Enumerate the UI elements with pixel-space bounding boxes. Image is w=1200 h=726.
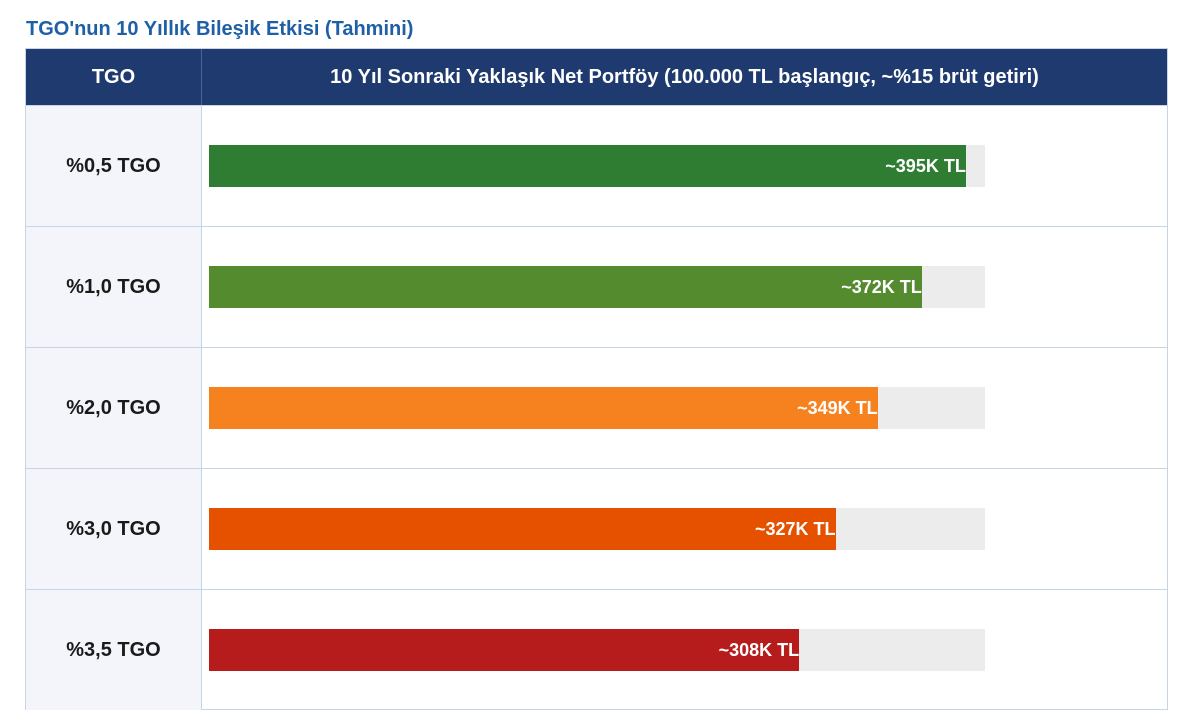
table-row: %2,0 TGO ~349K TL	[26, 347, 1167, 468]
table-header: TGO 10 Yıl Sonraki Yaklaşık Net Portföy …	[26, 49, 1167, 105]
row-label: %3,0 TGO	[26, 469, 202, 589]
table-row: %0,5 TGO ~395K TL	[26, 105, 1167, 226]
bar-track: ~327K TL	[209, 508, 985, 550]
bar-track: ~395K TL	[209, 145, 985, 187]
bar: ~327K TL	[209, 508, 836, 550]
table-row: %3,5 TGO ~308K TL	[26, 589, 1167, 710]
chart-title: TGO'nun 10 Yıllık Bileşik Etkisi (Tahmin…	[26, 18, 414, 40]
row-label: %1,0 TGO	[26, 227, 202, 347]
row-label: %2,0 TGO	[26, 348, 202, 468]
bar: ~395K TL	[209, 145, 966, 187]
row-label: %3,5 TGO	[26, 590, 202, 710]
chart-table: TGO 10 Yıl Sonraki Yaklaşık Net Portföy …	[25, 48, 1168, 710]
table-row: %3,0 TGO ~327K TL	[26, 468, 1167, 589]
row-label: %0,5 TGO	[26, 106, 202, 226]
bar: ~372K TL	[209, 266, 922, 308]
bar-label: ~395K TL	[885, 156, 966, 176]
bar: ~308K TL	[209, 629, 800, 671]
bar-label: ~349K TL	[797, 398, 878, 418]
table-row: %1,0 TGO ~372K TL	[26, 226, 1167, 347]
bar-track: ~372K TL	[209, 266, 985, 308]
bar-track: ~349K TL	[209, 387, 985, 429]
bar-label: ~327K TL	[755, 519, 836, 539]
bar-track: ~308K TL	[209, 629, 985, 671]
bar-label: ~308K TL	[718, 640, 800, 660]
bar-label: ~372K TL	[841, 277, 922, 297]
bar: ~349K TL	[209, 387, 878, 429]
header-portfolio: 10 Yıl Sonraki Yaklaşık Net Portföy (100…	[330, 66, 1039, 88]
header-tgo: TGO	[26, 49, 202, 105]
